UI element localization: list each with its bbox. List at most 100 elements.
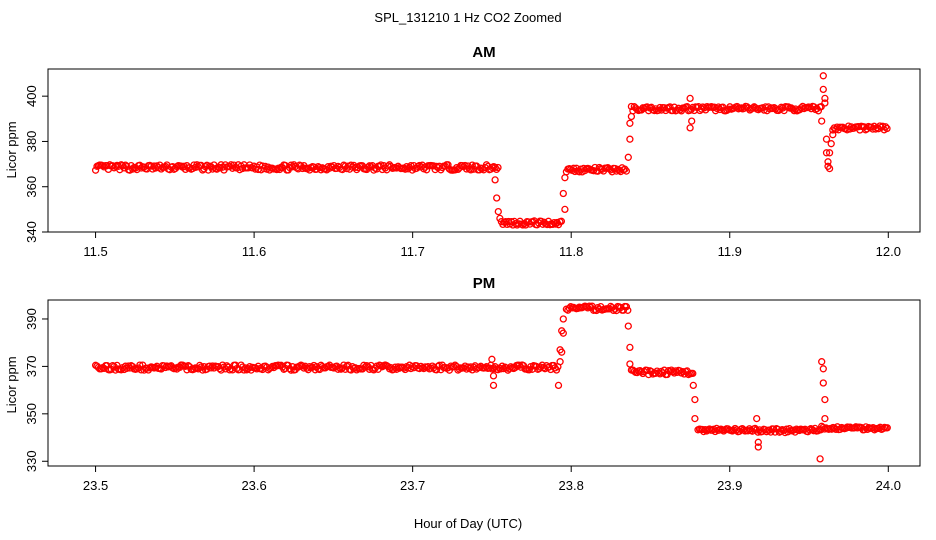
am-outlier-point	[493, 194, 501, 202]
am-series-point	[364, 163, 372, 171]
pm-outlier-point	[754, 438, 762, 446]
pm-outlier-point	[626, 360, 634, 368]
pm-outlier-point	[624, 322, 632, 330]
pm-x-tick-label: 23.6	[241, 478, 266, 493]
pm-series-point	[584, 304, 592, 312]
am-outlier-point	[626, 119, 634, 127]
pm-y-axis-label: Licor ppm	[4, 356, 19, 413]
pm-outlier-point	[626, 343, 634, 352]
pm-outlier-point	[753, 414, 761, 423]
pm-outlier-point	[489, 372, 498, 380]
pm-outlier-point	[821, 414, 829, 423]
am-series-point	[287, 161, 295, 169]
pm-series-point	[136, 361, 144, 369]
am-series-point	[881, 123, 890, 131]
am-outlier-point	[491, 176, 499, 184]
am-series-point	[444, 161, 452, 169]
am-series-point	[557, 217, 566, 225]
am-outlier-point	[559, 189, 567, 198]
am-outlier-point	[818, 117, 826, 125]
am-outlier-point	[825, 164, 834, 173]
am-y-axis-label: Licor ppm	[4, 121, 19, 178]
am-outlier-point	[819, 72, 827, 80]
pm-series-point	[305, 362, 314, 371]
am-outlier-point	[561, 205, 569, 214]
pm-data-points	[91, 302, 891, 463]
am-series-point	[627, 102, 636, 111]
am-panel: AM Licor ppm 11.5 11.6 11.7 11.8 11.9 12.0 340…	[4, 44, 921, 259]
am-x-tick-label: 12.0	[876, 244, 901, 259]
am-x-tick-label: 11.8	[559, 244, 583, 259]
am-series-point	[622, 167, 631, 175]
pm-outlier-point	[691, 395, 699, 404]
am-y-tick-label: 340	[24, 221, 39, 243]
pm-series-point	[515, 361, 524, 369]
pm-outlier-point	[554, 381, 563, 390]
am-axes: 11.5 11.6 11.7 11.8 11.9 12.0 340 360 380 400	[24, 68, 921, 259]
am-series-point	[621, 165, 629, 173]
pm-series-point	[609, 306, 618, 315]
am-series-point	[492, 165, 501, 174]
pm-series-point	[883, 424, 891, 432]
am-series-point	[467, 166, 475, 174]
am-outlier-point	[822, 135, 831, 143]
am-outlier-point	[825, 149, 834, 157]
pm-outlier-point	[556, 358, 564, 366]
am-series-point	[461, 161, 469, 170]
pm-series-point	[643, 366, 651, 375]
pm-y-tick-label: 370	[24, 356, 39, 378]
am-outlier-point	[829, 131, 837, 139]
am-outlier-point	[827, 140, 835, 148]
pm-outlier-point	[488, 355, 496, 363]
pm-series-point	[585, 302, 593, 310]
pm-series-point	[360, 361, 368, 369]
pm-panel-title: PM	[473, 275, 496, 292]
am-x-tick-label: 11.7	[400, 244, 424, 259]
am-outlier-point	[626, 135, 634, 143]
pm-series-point	[226, 366, 234, 374]
am-plot-frame	[47, 68, 921, 233]
x-axis-label: Hour of Day (UTC)	[414, 516, 522, 531]
am-series-point	[650, 106, 658, 115]
am-y-tick-label: 380	[24, 131, 39, 153]
pm-x-tick-label: 23.7	[400, 478, 425, 493]
pm-outlier-point	[754, 443, 762, 451]
pm-series-point	[624, 306, 632, 314]
pm-panel: PM Licor ppm 23.5 23.6 23.7 23.8 23.9 24.0 330…	[4, 275, 921, 493]
pm-x-tick-label: 23.9	[717, 478, 742, 493]
pm-series-point	[689, 369, 697, 378]
pm-series-point	[481, 364, 489, 372]
am-outlier-point	[494, 207, 502, 216]
pm-outlier-point	[818, 358, 826, 366]
pm-series-point	[287, 366, 295, 374]
am-series-point	[494, 163, 502, 172]
am-y-tick-label: 360	[24, 176, 39, 198]
pm-y-tick-label: 330	[24, 450, 39, 472]
am-panel-title: AM	[472, 44, 495, 61]
am-y-tick-label: 400	[24, 85, 39, 107]
am-outlier-point	[688, 117, 696, 125]
pm-axes: 23.5 23.6 23.7 23.8 23.9 24.0 330 350 370 390	[24, 299, 921, 493]
pm-y-tick-label: 390	[24, 308, 39, 330]
pm-series-point	[181, 362, 190, 370]
pm-series-point	[198, 366, 207, 374]
am-series-point	[99, 161, 107, 170]
am-outlier-point	[822, 149, 831, 157]
pm-x-tick-label: 23.8	[559, 478, 584, 493]
am-outlier-point	[627, 112, 636, 121]
pm-outlier-point	[816, 455, 824, 463]
pm-outlier-point	[819, 365, 827, 373]
am-x-tick-label: 11.9	[718, 244, 742, 259]
am-outlier-point	[561, 174, 569, 182]
am-x-tick-label: 11.5	[83, 244, 107, 259]
pm-outlier-point	[559, 329, 567, 337]
pm-series-point	[622, 303, 631, 311]
am-outlier-point	[819, 85, 827, 94]
pm-series-point	[334, 365, 342, 373]
pm-outlier-point	[689, 381, 697, 390]
am-outlier-point	[821, 94, 829, 103]
am-series-point	[817, 103, 825, 111]
am-outlier-point	[686, 124, 694, 132]
am-outlier-point	[686, 94, 694, 103]
